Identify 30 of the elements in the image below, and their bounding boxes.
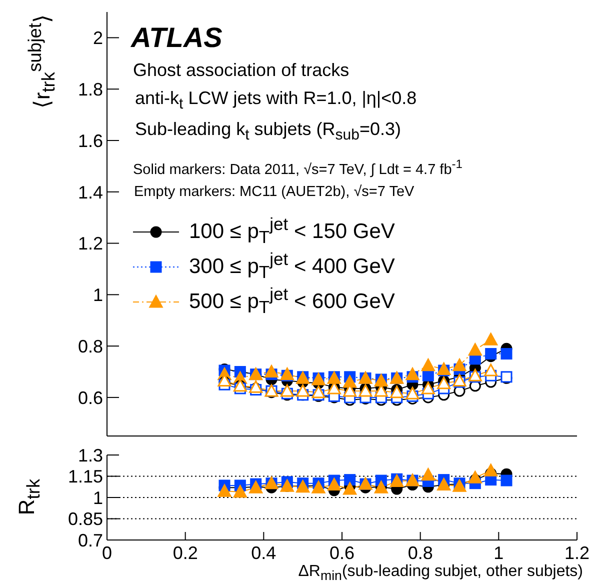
y-tick-label: 0.85 bbox=[68, 509, 103, 530]
y-tick-label: 1.3 bbox=[78, 445, 103, 466]
x-tick-label: 0.2 bbox=[172, 542, 198, 563]
x-tick-label: 0.8 bbox=[408, 542, 433, 563]
y-tick-label: 1.2 bbox=[78, 234, 103, 254]
y-tick-label: 0.8 bbox=[78, 336, 103, 356]
x-tick-label: 0 bbox=[102, 542, 112, 563]
y-tick-label: 0.6 bbox=[78, 388, 103, 408]
y-tick-label: 1 bbox=[92, 285, 103, 306]
y-tick-label: 1.8 bbox=[78, 79, 103, 100]
y-tick-label: 1 bbox=[92, 488, 103, 508]
annotation: Sub-leading k$_{t}$ subjets (R$_{sub}$=0.3) bbox=[135, 119, 401, 144]
annotation: Ghost association of tracks bbox=[133, 60, 350, 81]
annotation: Solid markers: Data 2011, √s=7 TeV, ∫ Ldt = 4.7 fb$^{-1}$ bbox=[133, 157, 463, 178]
x-tick-label: 1.2 bbox=[564, 542, 590, 563]
annotation: anti-k$_{t}$ LCW jets with R=1.0, |η|<0.8 bbox=[135, 88, 417, 113]
x-tick-label: 0.4 bbox=[251, 542, 276, 563]
y-tick-label: 1.6 bbox=[78, 130, 103, 151]
y-tick-label: 1.4 bbox=[78, 182, 103, 202]
y-tick-label: 2 bbox=[92, 28, 103, 48]
x-tick-label: 0.6 bbox=[329, 542, 355, 563]
y-tick-label: 0.7 bbox=[78, 530, 103, 550]
legend-label: 100 ≤ p$_{T}$$^{jet}$ < 150 GeV bbox=[189, 214, 395, 249]
x-tick-label: 1 bbox=[494, 542, 504, 563]
x-axis-title: ΔR$_{min}$(sub-leading subjet, other subjets) bbox=[298, 563, 583, 584]
annotation: ATLAS bbox=[131, 22, 222, 54]
legend-label: 300 ≤ p$_{T}$$^{jet}$ < 400 GeV bbox=[189, 249, 395, 284]
legend-label: 500 ≤ p$_{T}$$^{jet}$ < 600 GeV bbox=[189, 284, 395, 319]
annotation: Empty markers: MC11 (AUET2b), √s=7 TeV bbox=[134, 184, 414, 200]
y-tick-label: 1.15 bbox=[68, 466, 103, 487]
